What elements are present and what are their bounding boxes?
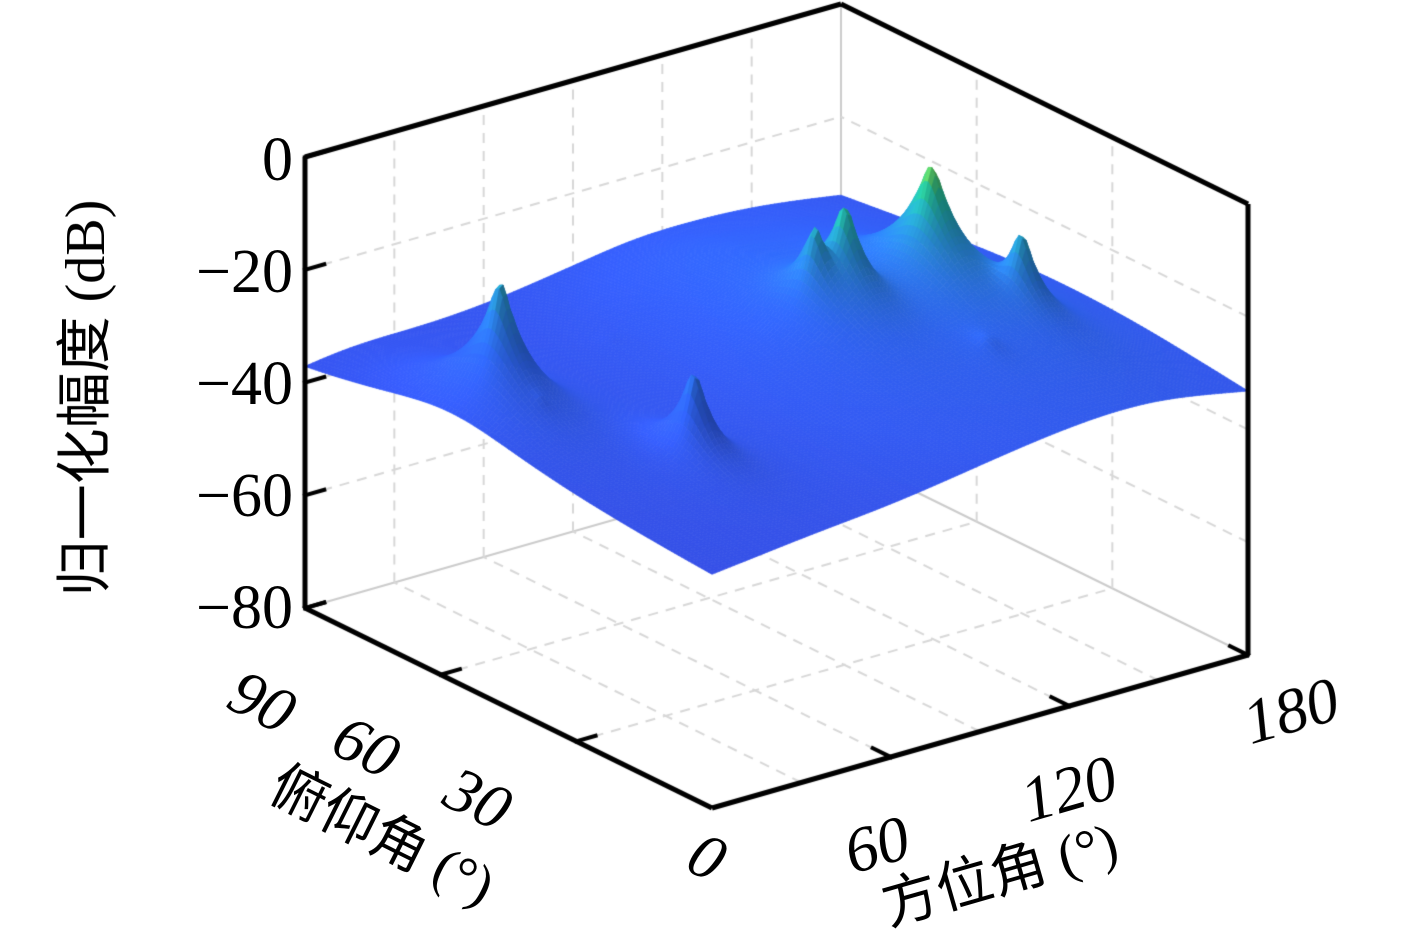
z-axis-tick-label-1: −20 <box>196 238 293 306</box>
z-axis-tick-label-0: 0 <box>262 126 293 194</box>
z-axis-tick-label-2: −40 <box>196 350 293 418</box>
z-axis-tick-label-3: −60 <box>196 462 293 530</box>
z-axis-label: 归一化幅度 (dB) <box>55 199 117 597</box>
z-axis-tick-label-4: −80 <box>196 574 293 642</box>
